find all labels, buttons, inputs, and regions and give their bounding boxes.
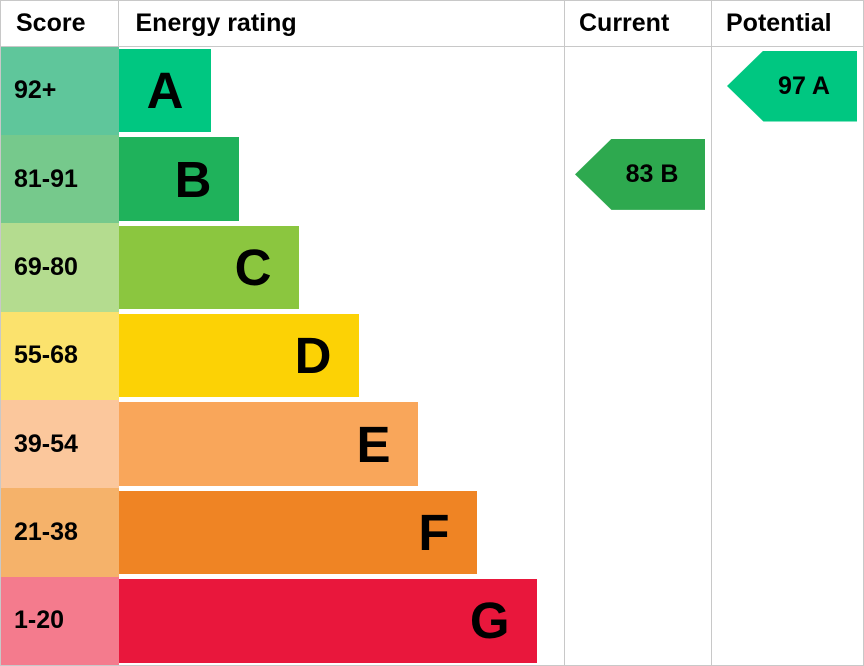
band-f-current-cell	[564, 488, 711, 577]
band-a-bar: A	[118, 49, 211, 133]
header-row: Score Energy rating Current Potential	[1, 1, 863, 47]
band-row-g: 1-20 G	[1, 576, 863, 665]
band-c-bar-track: C	[118, 223, 565, 311]
band-f-score-range: 21-38	[1, 488, 119, 577]
band-d-bar-track: D	[118, 312, 565, 400]
band-g-bar-track: G	[118, 577, 565, 665]
band-row-b: 81-91 B 83 B	[1, 134, 863, 224]
header-current: Current	[564, 1, 711, 46]
band-e-score-range: 39-54	[1, 399, 119, 489]
band-e-current-cell	[564, 399, 711, 489]
band-f-bar-track: F	[118, 488, 565, 576]
band-row-a: 92+ A 97 A	[1, 46, 863, 135]
band-row-c: 69-80 C	[1, 223, 863, 312]
band-d-current-cell	[564, 311, 711, 400]
band-c-current-cell	[564, 223, 711, 312]
band-a-bar-track: A	[118, 47, 565, 135]
band-b-potential-cell	[711, 134, 863, 224]
band-row-f: 21-38 F	[1, 488, 863, 577]
band-e-bar-track: E	[118, 400, 565, 488]
band-b-score-range: 81-91	[1, 134, 119, 224]
band-row-d: 55-68 D	[1, 311, 863, 400]
header-energy-rating: Energy rating	[135, 8, 297, 37]
band-g-bar: G	[118, 579, 537, 663]
band-b-current-cell: 83 B	[564, 134, 711, 224]
band-e-potential-cell	[711, 399, 863, 489]
band-g-score-range: 1-20	[1, 576, 119, 665]
band-d-score-range: 55-68	[1, 311, 119, 400]
band-g-potential-cell	[711, 576, 863, 665]
band-a-current-cell	[564, 46, 711, 135]
band-c-potential-cell	[711, 223, 863, 312]
band-a-potential-cell: 97 A	[711, 46, 863, 135]
potential-rating-arrow: 97 A	[727, 50, 857, 122]
band-a-score-range: 92+	[1, 46, 119, 135]
band-b-bar: B	[118, 137, 239, 221]
band-f-potential-cell	[711, 488, 863, 577]
current-rating-arrow: 83 B	[575, 138, 705, 210]
band-c-bar: C	[118, 225, 299, 310]
band-d-bar: D	[118, 314, 359, 398]
header-potential: Potential	[711, 1, 863, 46]
band-g-current-cell	[564, 576, 711, 665]
band-row-e: 39-54 E	[1, 399, 863, 489]
band-c-score-range: 69-80	[1, 223, 119, 312]
band-b-bar-track: B	[118, 135, 565, 223]
band-f-bar: F	[118, 490, 477, 575]
band-e-bar: E	[118, 402, 418, 486]
band-d-potential-cell	[711, 311, 863, 400]
header-score: Score	[1, 1, 119, 46]
